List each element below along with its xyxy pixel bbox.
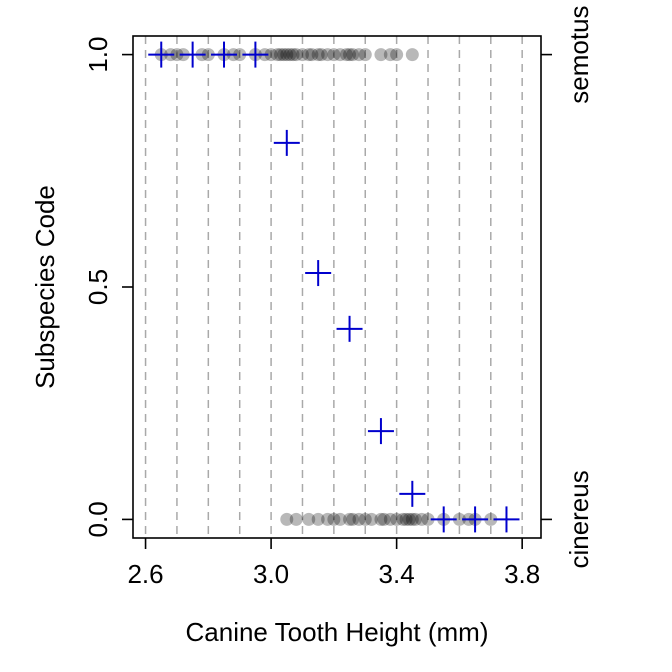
data-point [277,48,291,62]
data-point [352,48,366,62]
grid-lines [144,36,523,538]
data-point [408,512,422,526]
data-point [390,512,404,526]
x-tick-label: 3.4 [379,559,415,589]
data-point [305,48,319,62]
data-point [333,512,347,526]
right-axis-label: semotus [564,5,594,103]
data-point [283,48,297,62]
plot-frame [132,35,542,539]
data-point [358,512,372,526]
data-point [289,48,303,62]
proportion-marker [430,506,457,533]
data-point [415,512,429,526]
data-point [302,512,316,526]
proportion-marker [179,41,206,68]
data-point [402,512,416,526]
x-tick-label: 2.6 [127,559,163,589]
data-point [286,48,300,62]
proportion-markers [148,41,520,533]
observation-points [154,48,498,526]
right-axis-label: cinereus [564,470,594,568]
data-point [484,512,498,526]
data-point [274,48,288,62]
proportion-marker [367,418,394,445]
data-point [327,48,341,62]
data-point [311,48,325,62]
data-point [452,512,466,526]
proportion-marker [462,506,489,533]
data-point [346,48,360,62]
data-point [339,48,353,62]
right-axis: semotus cinereus [541,5,594,569]
data-point [314,48,328,62]
data-point [264,48,278,62]
proportion-marker [399,480,426,507]
data-point [280,512,294,526]
data-point [201,48,215,62]
data-point [399,512,413,526]
data-point [327,512,341,526]
proportion-marker [305,260,332,287]
data-point [289,512,303,526]
proportion-marker [148,41,175,68]
proportion-marker [211,41,238,68]
y-tick-label: 0.5 [83,269,113,305]
proportion-marker [493,506,520,533]
proportion-marker [242,41,269,68]
data-point [295,48,309,62]
data-point [383,512,397,526]
data-point [170,48,184,62]
data-point [421,512,435,526]
data-point [321,512,335,526]
data-point [270,48,284,62]
data-point [377,512,391,526]
y-tick-label: 1.0 [83,37,113,73]
data-point [405,512,419,526]
data-point [343,48,357,62]
data-point [333,48,347,62]
data-point [358,48,372,62]
data-point [383,48,397,62]
y-axis: 0.0 0.5 1.0 [83,37,133,537]
y-axis-title: Subspecies Code [30,185,60,389]
data-point [352,512,366,526]
data-point [396,512,410,526]
data-point [233,48,247,62]
x-tick-label: 3.8 [504,559,540,589]
data-point [302,48,316,62]
y-tick-label: 0.0 [83,501,113,537]
data-point [343,512,357,526]
data-point [374,48,388,62]
data-point [365,512,379,526]
proportion-marker [273,129,300,156]
data-point [280,48,294,62]
data-point [321,48,335,62]
data-point [374,512,388,526]
x-tick-label: 3.0 [253,559,289,589]
data-point [390,48,404,62]
x-axis: 2.6 3.0 3.4 3.8 [127,538,540,589]
proportion-marker [336,315,363,342]
data-point [405,48,419,62]
data-point [311,512,325,526]
x-axis-title: Canine Tooth Height (mm) [186,617,489,647]
data-point [346,512,360,526]
